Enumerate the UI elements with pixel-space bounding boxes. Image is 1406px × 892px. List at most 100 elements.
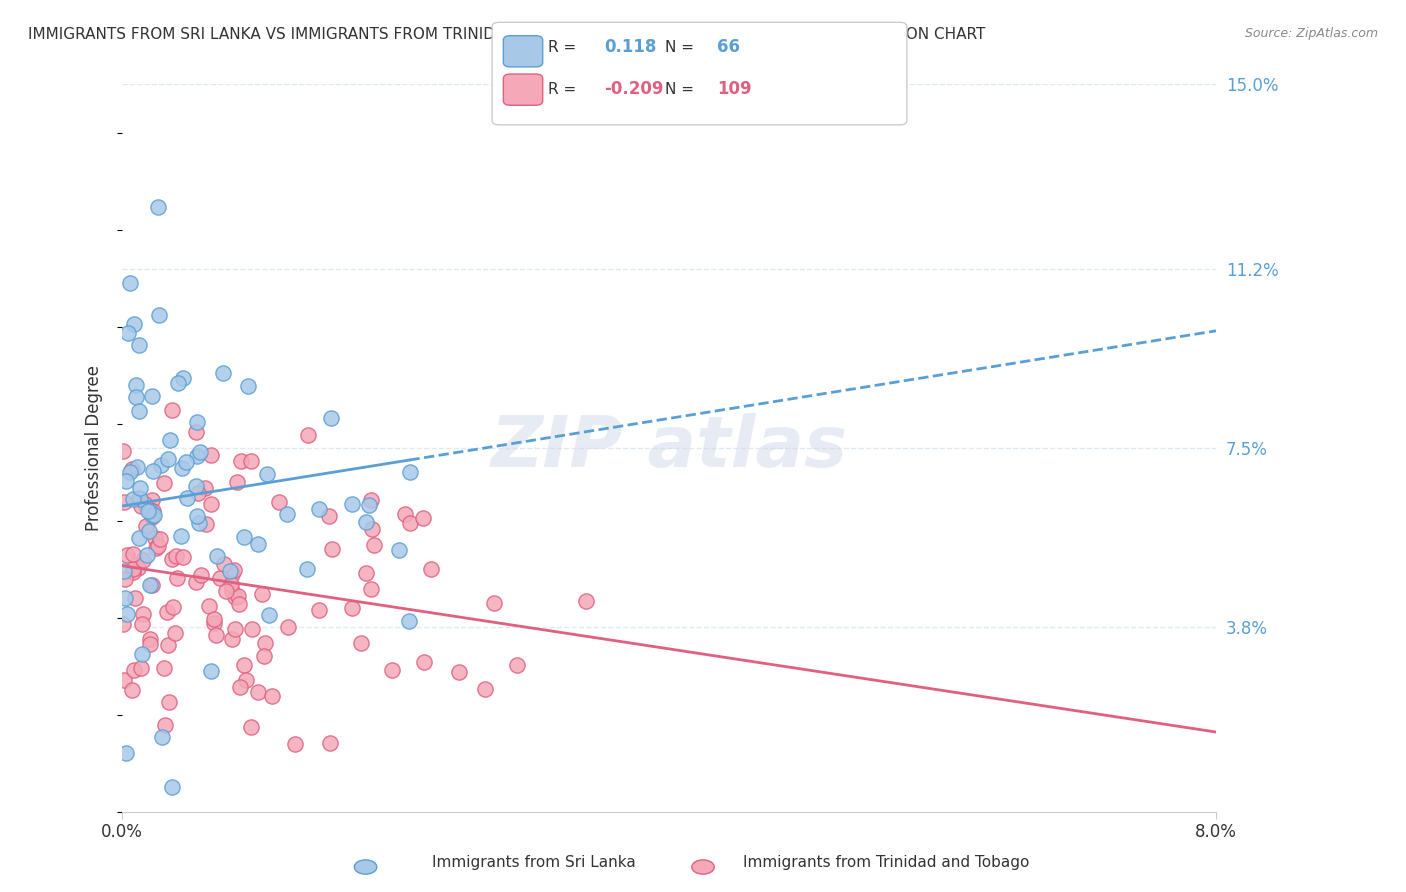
Point [149,532,172,546]
Point [176,491,198,505]
Point [131,616,153,631]
Point [128,338,150,352]
Point [228,597,250,611]
Point [202,616,225,631]
Point [235,673,257,687]
Point [342,497,364,511]
Point [127,561,149,575]
Point [112,495,135,509]
Point [190,567,212,582]
Text: Immigrants from Trinidad and Tobago: Immigrants from Trinidad and Tobago [742,855,1029,870]
Point [208,571,231,585]
Point [111,617,134,632]
Point [413,655,436,669]
Point [165,626,187,640]
Point [112,564,135,578]
Text: N =: N = [665,82,695,96]
Point [193,482,215,496]
Point [131,647,153,661]
Point [340,600,363,615]
Point [156,606,179,620]
Point [170,529,193,543]
Point [121,492,143,507]
Point [447,665,470,680]
Point [198,599,221,613]
Point [127,459,149,474]
Point [246,537,269,551]
Point [153,717,176,731]
Point [412,511,434,525]
Point [143,508,166,522]
Text: IMMIGRANTS FROM SRI LANKA VS IMMIGRANTS FROM TRINIDAD AND TOBAGO PROFESSIONAL DE: IMMIGRANTS FROM SRI LANKA VS IMMIGRANTS … [28,27,986,42]
Point [187,486,209,500]
Point [419,561,441,575]
Point [128,404,150,418]
Point [200,497,222,511]
Point [139,632,162,646]
Point [139,504,162,518]
Point [321,410,343,425]
Point [160,780,183,795]
Point [360,493,382,508]
Point [135,518,157,533]
Point [202,612,225,626]
Point [124,591,146,605]
Point [482,596,505,610]
Point [156,638,179,652]
Point [394,508,416,522]
Point [219,576,242,591]
Point [284,737,307,751]
Text: 109: 109 [717,80,752,98]
Point [224,622,246,636]
Point [136,503,159,517]
Point [141,509,163,524]
Point [360,582,382,596]
Point [172,371,194,385]
Text: Immigrants from Sri Lanka: Immigrants from Sri Lanka [433,855,636,870]
Point [135,548,157,562]
Point [188,445,211,459]
Point [238,378,260,392]
Point [221,567,243,582]
Point [146,539,169,553]
Point [321,542,343,557]
Point [128,531,150,545]
Point [257,607,280,622]
Point [205,549,228,564]
Point [139,637,162,651]
Point [129,661,152,675]
Point [128,491,150,505]
Point [221,632,243,646]
Point [184,574,207,589]
Point [308,603,330,617]
Point [160,552,183,566]
Point [142,463,165,477]
Text: 66: 66 [717,38,740,56]
Point [224,563,246,577]
Point [122,663,145,677]
Point [132,607,155,621]
Point [131,499,153,513]
Point [221,584,243,599]
Point [112,444,135,458]
Point [295,562,318,576]
Point [145,541,167,556]
Point [172,461,194,475]
Point [117,326,139,340]
Point [277,620,299,634]
Point [276,507,298,521]
Point [229,680,252,694]
Point [132,553,155,567]
Point [125,390,148,404]
Point [159,434,181,448]
Point [215,584,238,599]
Text: 0.118: 0.118 [605,38,657,56]
Point [186,416,208,430]
Point [114,573,136,587]
Point [399,516,422,531]
Point [354,515,377,529]
Point [122,547,145,561]
Point [141,508,163,523]
Point [256,467,278,481]
Point [115,607,138,621]
